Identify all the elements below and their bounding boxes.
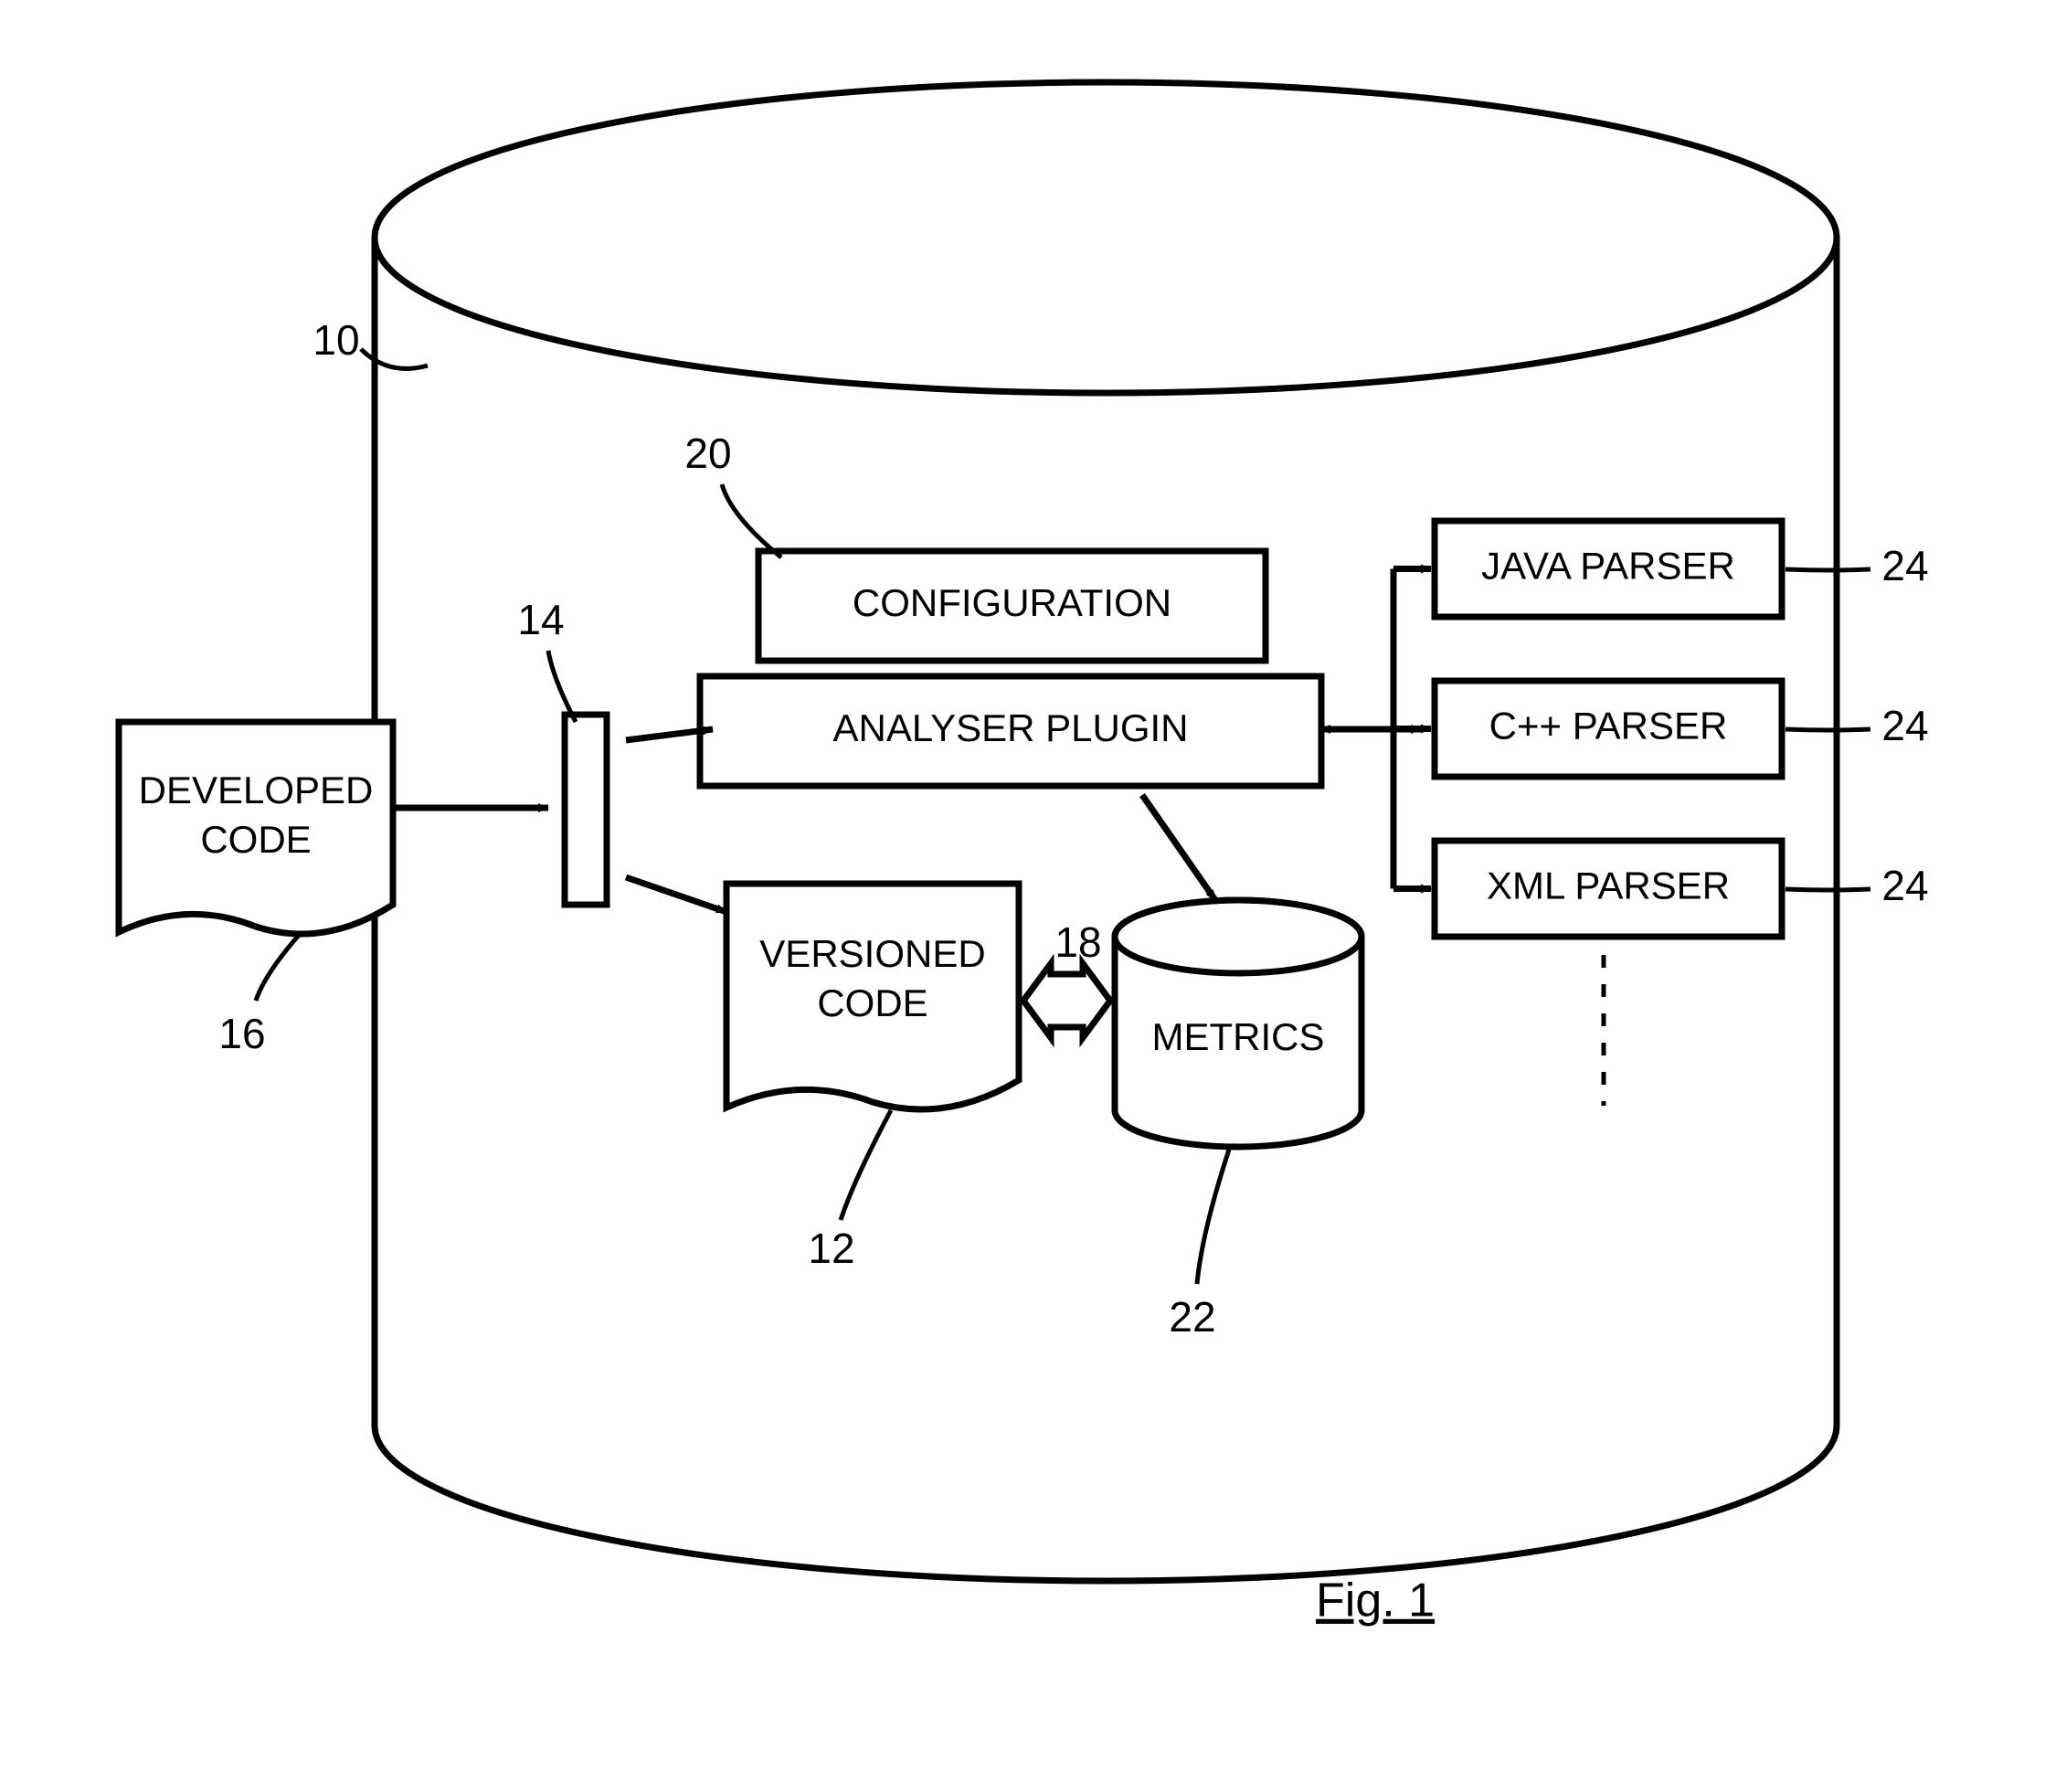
ref-12: 12 [808,1225,854,1272]
ref-20: 20 [684,429,731,477]
metrics-label: METRICS [1152,1015,1325,1058]
versioned-code-label-2: CODE [817,981,927,1024]
parser-label-1: C++ PARSER [1489,705,1728,748]
arrow-versioned-metrics-hollow-bi [1023,963,1110,1037]
ref-14: 14 [517,596,564,643]
arrow-interface-to-versioned [626,877,726,912]
ref12-leader [841,1110,891,1220]
developed-code-label-2: CODE [200,818,311,861]
versioned-code-label-1: VERSIONED [759,932,985,975]
parser-label-0: JAVA PARSER [1481,545,1735,588]
ref10-leader [361,349,428,368]
ref20-leader [722,484,781,557]
arrow-analyser-to-metrics [1142,795,1215,900]
parser-label-2: XML PARSER [1487,864,1730,907]
ref-24-0: 24 [1881,542,1928,589]
ref-18: 18 [1054,918,1101,966]
ref-24-1: 24 [1881,702,1928,749]
main-cylinder-top [375,82,1837,393]
figure-caption: Fig. 1 [1316,1575,1435,1628]
ref22-leader [1197,1150,1229,1284]
ref-24-2: 24 [1881,862,1928,909]
ref16-leader [256,932,302,1001]
ref24-leader-0 [1785,569,1870,570]
configuration-label: CONFIGURATION [853,581,1171,624]
analyser-plugin-label: ANALYSER PLUGIN [832,706,1188,749]
ref-10: 10 [313,316,359,364]
ref14-leader [548,651,576,722]
interface-box [565,715,607,905]
ref-16: 16 [218,1010,265,1057]
ref-22: 22 [1169,1293,1215,1341]
developed-code-label-1: DEVELOPED [139,769,374,811]
ref24-leader-1 [1785,729,1870,730]
ref24-leader-2 [1785,889,1870,890]
